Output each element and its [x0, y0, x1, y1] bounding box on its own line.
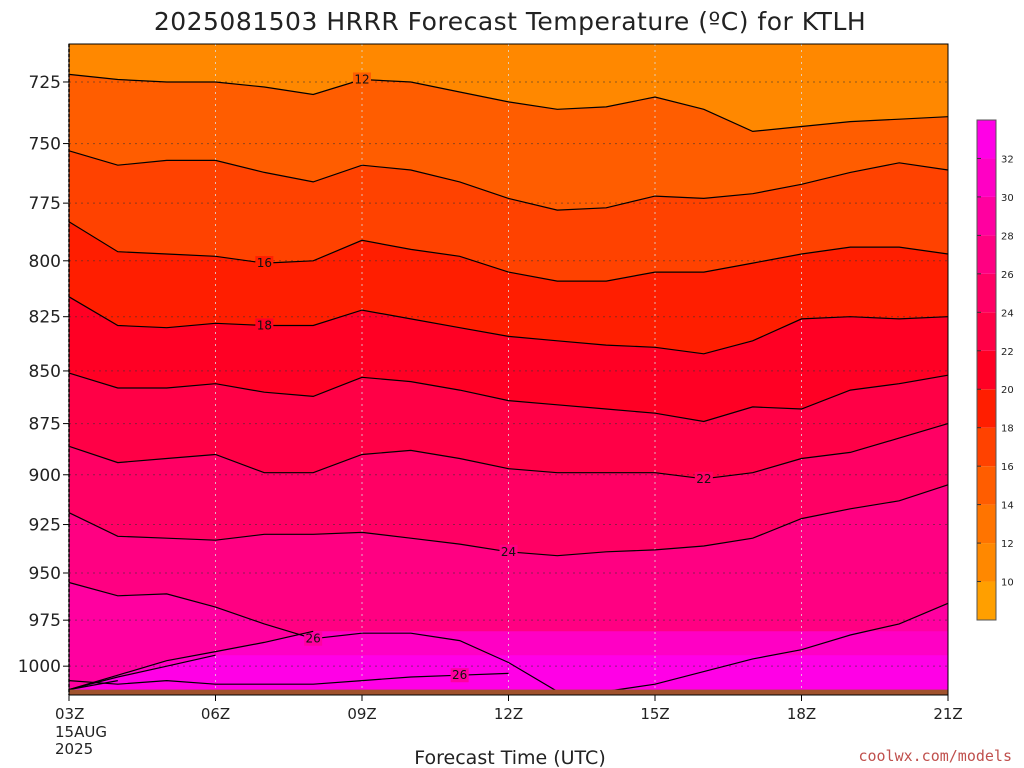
- contour-label-bg-6: [499, 544, 518, 559]
- contour-28-9: [68, 630, 314, 691]
- y-tick-label-800: 800: [29, 252, 61, 272]
- contour-26-8: [68, 672, 509, 685]
- contour-30-10: [68, 654, 216, 691]
- contour-label-bg-5: [694, 471, 713, 486]
- contour-label-16-2: 16: [257, 256, 272, 270]
- contour-label-26-8: 26: [452, 668, 467, 682]
- contour-label-24-6: 24: [501, 545, 516, 559]
- y-tick-label-850: 850: [29, 362, 61, 382]
- contour-label-22-5: 22: [696, 472, 711, 486]
- colorbar-label-10: 10: [1001, 578, 1014, 589]
- colorbar-swatch-18: [977, 389, 996, 428]
- colorbar-label-30: 30: [1001, 193, 1014, 204]
- x-tick-label-21Z: 21Z: [933, 705, 962, 723]
- colorbar-swatch-10: [977, 543, 996, 582]
- y-tick-label-950: 950: [29, 564, 61, 584]
- x-tick-label-09Z: 09Z: [347, 705, 376, 723]
- colorbar-swatch-12: [977, 504, 996, 544]
- x-date-label-0: 15AUG: [55, 723, 107, 741]
- colorbar-label-28: 28: [1001, 231, 1014, 242]
- ground-surface: [69, 689, 948, 695]
- contour-22-5: [68, 423, 949, 480]
- contour-label-bg-8: [450, 668, 469, 683]
- y-tick-label-750: 750: [29, 135, 61, 155]
- colorbar-swatch-24: [977, 273, 996, 313]
- colorbar-label-18: 18: [1001, 424, 1014, 435]
- contour-32-11: [68, 680, 118, 691]
- contour-label-12-0: 12: [354, 72, 369, 86]
- colorbar-label-12: 12: [1001, 539, 1014, 550]
- y-tick-label-775: 775: [29, 194, 61, 214]
- contour-label-bg-7: [304, 631, 323, 646]
- y-tick-label-900: 900: [29, 466, 61, 486]
- contour-16-2: [68, 221, 949, 282]
- x-tick-label-18Z: 18Z: [787, 705, 816, 723]
- contour-12-0: [68, 73, 949, 133]
- contour-label-bg-0: [353, 72, 371, 87]
- y-tick-label-975: 975: [29, 611, 61, 631]
- colorbar-label-16: 16: [1001, 462, 1014, 473]
- colorbar-swatch-20: [977, 350, 996, 390]
- y-tick-label-925: 925: [29, 516, 61, 536]
- contour-20-4: [68, 372, 949, 423]
- x-tick-label-15Z: 15Z: [640, 705, 669, 723]
- contour-label-26-7: 26: [306, 632, 321, 646]
- colorbar-swatch-14: [977, 466, 996, 505]
- colorbar-label-24: 24: [1001, 308, 1014, 319]
- colorbar-swatch-32: [977, 120, 996, 159]
- colorbar-swatch-28: [977, 196, 996, 236]
- x-tick-label-12Z: 12Z: [494, 705, 523, 723]
- colorbar-swatch-22: [977, 312, 996, 351]
- colorbar-label-20: 20: [1001, 385, 1014, 396]
- y-tick-label-725: 725: [29, 73, 61, 93]
- colorbar-label-14: 14: [1001, 501, 1014, 512]
- x-tick-label-06Z: 06Z: [201, 705, 230, 723]
- y-tick-label-1000: 1000: [18, 657, 61, 677]
- contour-26-7: [68, 581, 949, 692]
- colorbar-border: [976, 119, 997, 621]
- ground-fill: [69, 689, 948, 695]
- temperature-bands: [69, 44, 948, 696]
- contour-label-bg-3: [255, 318, 274, 333]
- colorbar-label-26: 26: [1001, 270, 1014, 281]
- x-date-label-1: 2025: [55, 740, 93, 758]
- colorbar-label-32: 32: [1001, 154, 1014, 165]
- x-axis-label: Forecast Time (UTC): [414, 747, 605, 768]
- contour-lines: 12 16 18 22 24 26 26: [68, 72, 949, 692]
- contour-label-18-3: 18: [257, 318, 272, 332]
- grid-lines: [68, 44, 949, 695]
- x-tick-label-03Z: 03Z: [55, 705, 84, 723]
- colorbar-label-22: 22: [1001, 347, 1014, 358]
- y-tick-label-825: 825: [29, 308, 61, 328]
- chart-title: 2025081503 HRRR Forecast Temperature (ºC…: [154, 7, 866, 36]
- y-tick-label-875: 875: [29, 415, 61, 435]
- y-axis: 725 750 775 800 825 850 875 900 925 950 975 1000: [18, 73, 69, 677]
- colorbar-swatch-30: [977, 158, 996, 197]
- colorbar-swatch-16: [977, 427, 996, 467]
- contour-14-1: [68, 150, 949, 211]
- contour-label-bg-2: [255, 256, 274, 271]
- colorbar-swatch-8: [977, 581, 996, 620]
- colorbar-swatch-26: [977, 235, 996, 274]
- colorbar: 10 12 14 16 18 20 22 24 26 28 30 32: [976, 119, 1014, 621]
- credit-text: coolwx.com/models: [858, 747, 1012, 765]
- contour-18-3: [68, 296, 949, 355]
